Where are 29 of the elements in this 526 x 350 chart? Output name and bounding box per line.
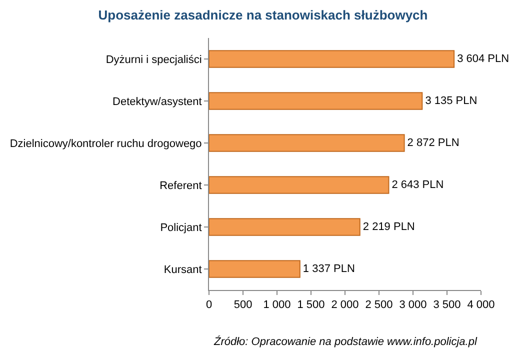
bar [209,134,405,152]
x-tick-label: 1 000 [263,299,291,312]
y-tick-label: Policjant [160,222,202,234]
x-tick-label: 500 [234,299,252,312]
bar [209,50,455,68]
x-tick-label: 1 500 [297,299,325,312]
x-tick-label: 4 000 [467,299,495,312]
y-tick-label: Kursant [164,264,202,276]
text: Źródło: Opracowanie na podstawie www.info.policja.pl [213,335,478,348]
x-tick-label: 2 500 [365,299,393,312]
y-tick-label: Dyżurni i specjaliści [106,54,202,66]
bar [209,176,390,194]
bar [209,260,300,278]
x-tick-label: 2 000 [331,299,359,312]
y-tick-label: Referent [160,180,202,192]
y-tick-label: Detektyw/asystent [112,96,202,108]
x-tick-label: 3 000 [399,299,427,312]
data-label: 2 219 PLN [362,221,415,233]
data-label: 1 337 PLN [302,263,355,275]
x-tick-label: 0 [206,299,212,312]
bar [209,218,360,236]
data-label: 2 643 PLN [392,179,444,191]
data-label: 2 872 PLN [407,137,460,149]
data-label: 3 135 PLN [425,95,478,107]
y-tick-label: Dzielnicowy/kontroler ruchu drogowego [10,138,202,150]
chart-title: Uposażenie zasadnicze na stanowiskach służbowych [98,8,428,23]
data-label: 3 604 PLN [457,53,510,65]
x-tick-label: 3 500 [433,299,461,312]
bar [209,92,423,110]
